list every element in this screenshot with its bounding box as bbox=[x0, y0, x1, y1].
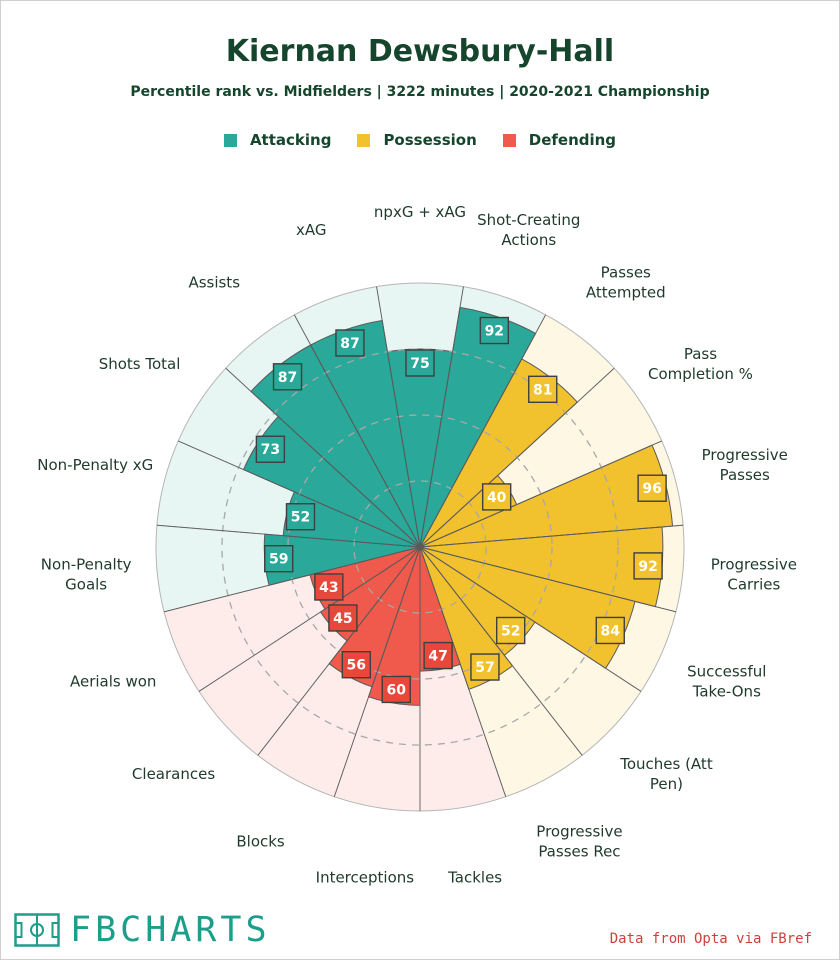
legend-label-defending: Defending bbox=[528, 131, 617, 149]
value-box-tackles bbox=[423, 641, 453, 670]
category-label-npxg-xag: npxG + xAG bbox=[374, 203, 466, 221]
category-label-touches-att-pen: Touches (Att Pen) bbox=[619, 755, 713, 793]
value-box-clearances bbox=[328, 604, 358, 632]
spoke-16 bbox=[178, 440, 421, 548]
chart-subtitle: Percentile rank vs. Midfielders | 3222 m… bbox=[130, 84, 710, 100]
category-label-aerials-won: Aerials won bbox=[70, 673, 156, 691]
category-label-tackles: Tackles bbox=[447, 868, 502, 886]
value-label-shots-total: 73 bbox=[261, 442, 280, 458]
spoke-9 bbox=[419, 546, 507, 797]
value-box-successful-take-ons bbox=[595, 616, 625, 645]
category-label-non-penalty-goals: Non-Penalty Goals bbox=[41, 556, 132, 594]
spoke-17 bbox=[225, 367, 421, 548]
value-box-progressive-carries bbox=[633, 552, 663, 580]
category-label-interceptions: Interceptions bbox=[316, 868, 415, 886]
grid-ring-75 bbox=[221, 348, 619, 746]
category-label-progressive-passes-rec: Progressive Passes Rec bbox=[536, 823, 622, 861]
value-label-touches-att-pen: 52 bbox=[501, 623, 520, 639]
spoke-2 bbox=[419, 314, 547, 548]
fbcharts-logo: FBCHARTS bbox=[14, 910, 271, 950]
spoke-3 bbox=[419, 367, 615, 548]
value-box-progressive-passes bbox=[637, 474, 667, 502]
grid-ring-25 bbox=[353, 480, 487, 614]
value-box-progressive-passes-rec bbox=[470, 653, 500, 681]
value-box-aerials-won bbox=[314, 573, 344, 601]
category-label-shot-creating-actions: Shot-Creating Actions bbox=[477, 211, 580, 249]
spoke-18 bbox=[293, 314, 421, 548]
spoke-13 bbox=[198, 546, 421, 692]
value-box-interceptions bbox=[381, 675, 411, 704]
spoke-4 bbox=[419, 440, 662, 548]
value-box-passes-attempted bbox=[528, 375, 558, 403]
value-label-interceptions: 60 bbox=[386, 682, 406, 698]
value-label-clearances: 45 bbox=[333, 611, 352, 627]
legend-label-possession: Possession bbox=[383, 131, 477, 149]
legend-item-defending: Defending bbox=[502, 131, 617, 149]
spoke-15 bbox=[156, 524, 421, 548]
spoke-0 bbox=[376, 286, 421, 548]
value-box-assists bbox=[272, 363, 303, 391]
value-label-non-penalty-xg: 52 bbox=[291, 510, 310, 526]
value-label-npxg-xag: 75 bbox=[410, 356, 429, 372]
spoke-14 bbox=[163, 546, 421, 613]
value-box-shot-creating-actions bbox=[479, 316, 510, 345]
category-label-progressive-passes: Progressive Passes bbox=[702, 446, 788, 484]
value-label-shot-creating-actions: 92 bbox=[485, 324, 504, 340]
legend: Attacking Possession Defending bbox=[0, 131, 840, 149]
category-label-blocks: Blocks bbox=[236, 833, 285, 851]
grid-ring-50 bbox=[287, 414, 553, 680]
value-label-progressive-passes: 96 bbox=[642, 481, 661, 497]
value-label-non-penalty-goals: 59 bbox=[269, 552, 288, 568]
legend-swatch-possession bbox=[357, 133, 371, 147]
value-label-pass-completion: 40 bbox=[487, 490, 507, 506]
legend-swatch-attacking bbox=[223, 133, 237, 147]
value-box-non-penalty-xg bbox=[285, 503, 316, 531]
spoke-6 bbox=[419, 546, 677, 613]
spoke-1 bbox=[419, 286, 464, 548]
logo-text: FBCHARTS bbox=[70, 910, 271, 950]
pitch-icon bbox=[14, 913, 60, 947]
category-label-non-penalty-xg: Non-Penalty xG bbox=[37, 456, 153, 474]
category-label-pass-completion: Pass Completion % bbox=[648, 345, 753, 383]
legend-swatch-defending bbox=[502, 133, 516, 147]
value-box-npxg-xag bbox=[405, 349, 435, 377]
value-label-xag: 87 bbox=[340, 336, 359, 352]
value-label-tackles: 47 bbox=[428, 649, 447, 665]
value-box-non-penalty-goals bbox=[264, 545, 294, 573]
value-label-progressive-carries: 92 bbox=[638, 559, 657, 575]
value-box-pass-completion bbox=[481, 483, 512, 511]
spoke-12 bbox=[257, 546, 421, 756]
value-label-assists: 87 bbox=[278, 370, 297, 386]
value-label-aerials-won: 43 bbox=[319, 580, 338, 596]
value-label-blocks: 56 bbox=[347, 658, 366, 674]
legend-item-possession: Possession bbox=[357, 131, 477, 149]
spoke-7 bbox=[419, 546, 642, 692]
spoke-8 bbox=[419, 546, 583, 756]
spoke-5 bbox=[419, 524, 684, 548]
category-label-assists: Assists bbox=[188, 274, 240, 292]
legend-label-attacking: Attacking bbox=[249, 131, 332, 149]
value-label-passes-attempted: 81 bbox=[533, 382, 552, 398]
value-box-touches-att-pen bbox=[496, 616, 526, 645]
category-label-xag: xAG bbox=[296, 221, 327, 239]
category-label-clearances: Clearances bbox=[132, 765, 215, 783]
category-label-successful-take-ons: Successful Take-Ons bbox=[687, 663, 766, 701]
data-source: Data from Opta via FBref bbox=[609, 931, 812, 947]
category-label-passes-attempted: Passes Attempted bbox=[586, 264, 666, 302]
value-box-blocks bbox=[341, 651, 371, 679]
value-label-progressive-passes-rec: 57 bbox=[475, 660, 494, 676]
category-label-progressive-carries: Progressive Carries bbox=[711, 556, 797, 594]
spoke-11 bbox=[333, 546, 421, 797]
category-label-shots-total: Shots Total bbox=[99, 355, 181, 373]
value-box-xag bbox=[335, 329, 365, 357]
legend-item-attacking: Attacking bbox=[223, 131, 332, 149]
chart-title: Kiernan Dewsbury-Hall bbox=[225, 34, 615, 69]
value-label-successful-take-ons: 84 bbox=[601, 623, 621, 639]
value-box-shots-total bbox=[255, 435, 286, 463]
